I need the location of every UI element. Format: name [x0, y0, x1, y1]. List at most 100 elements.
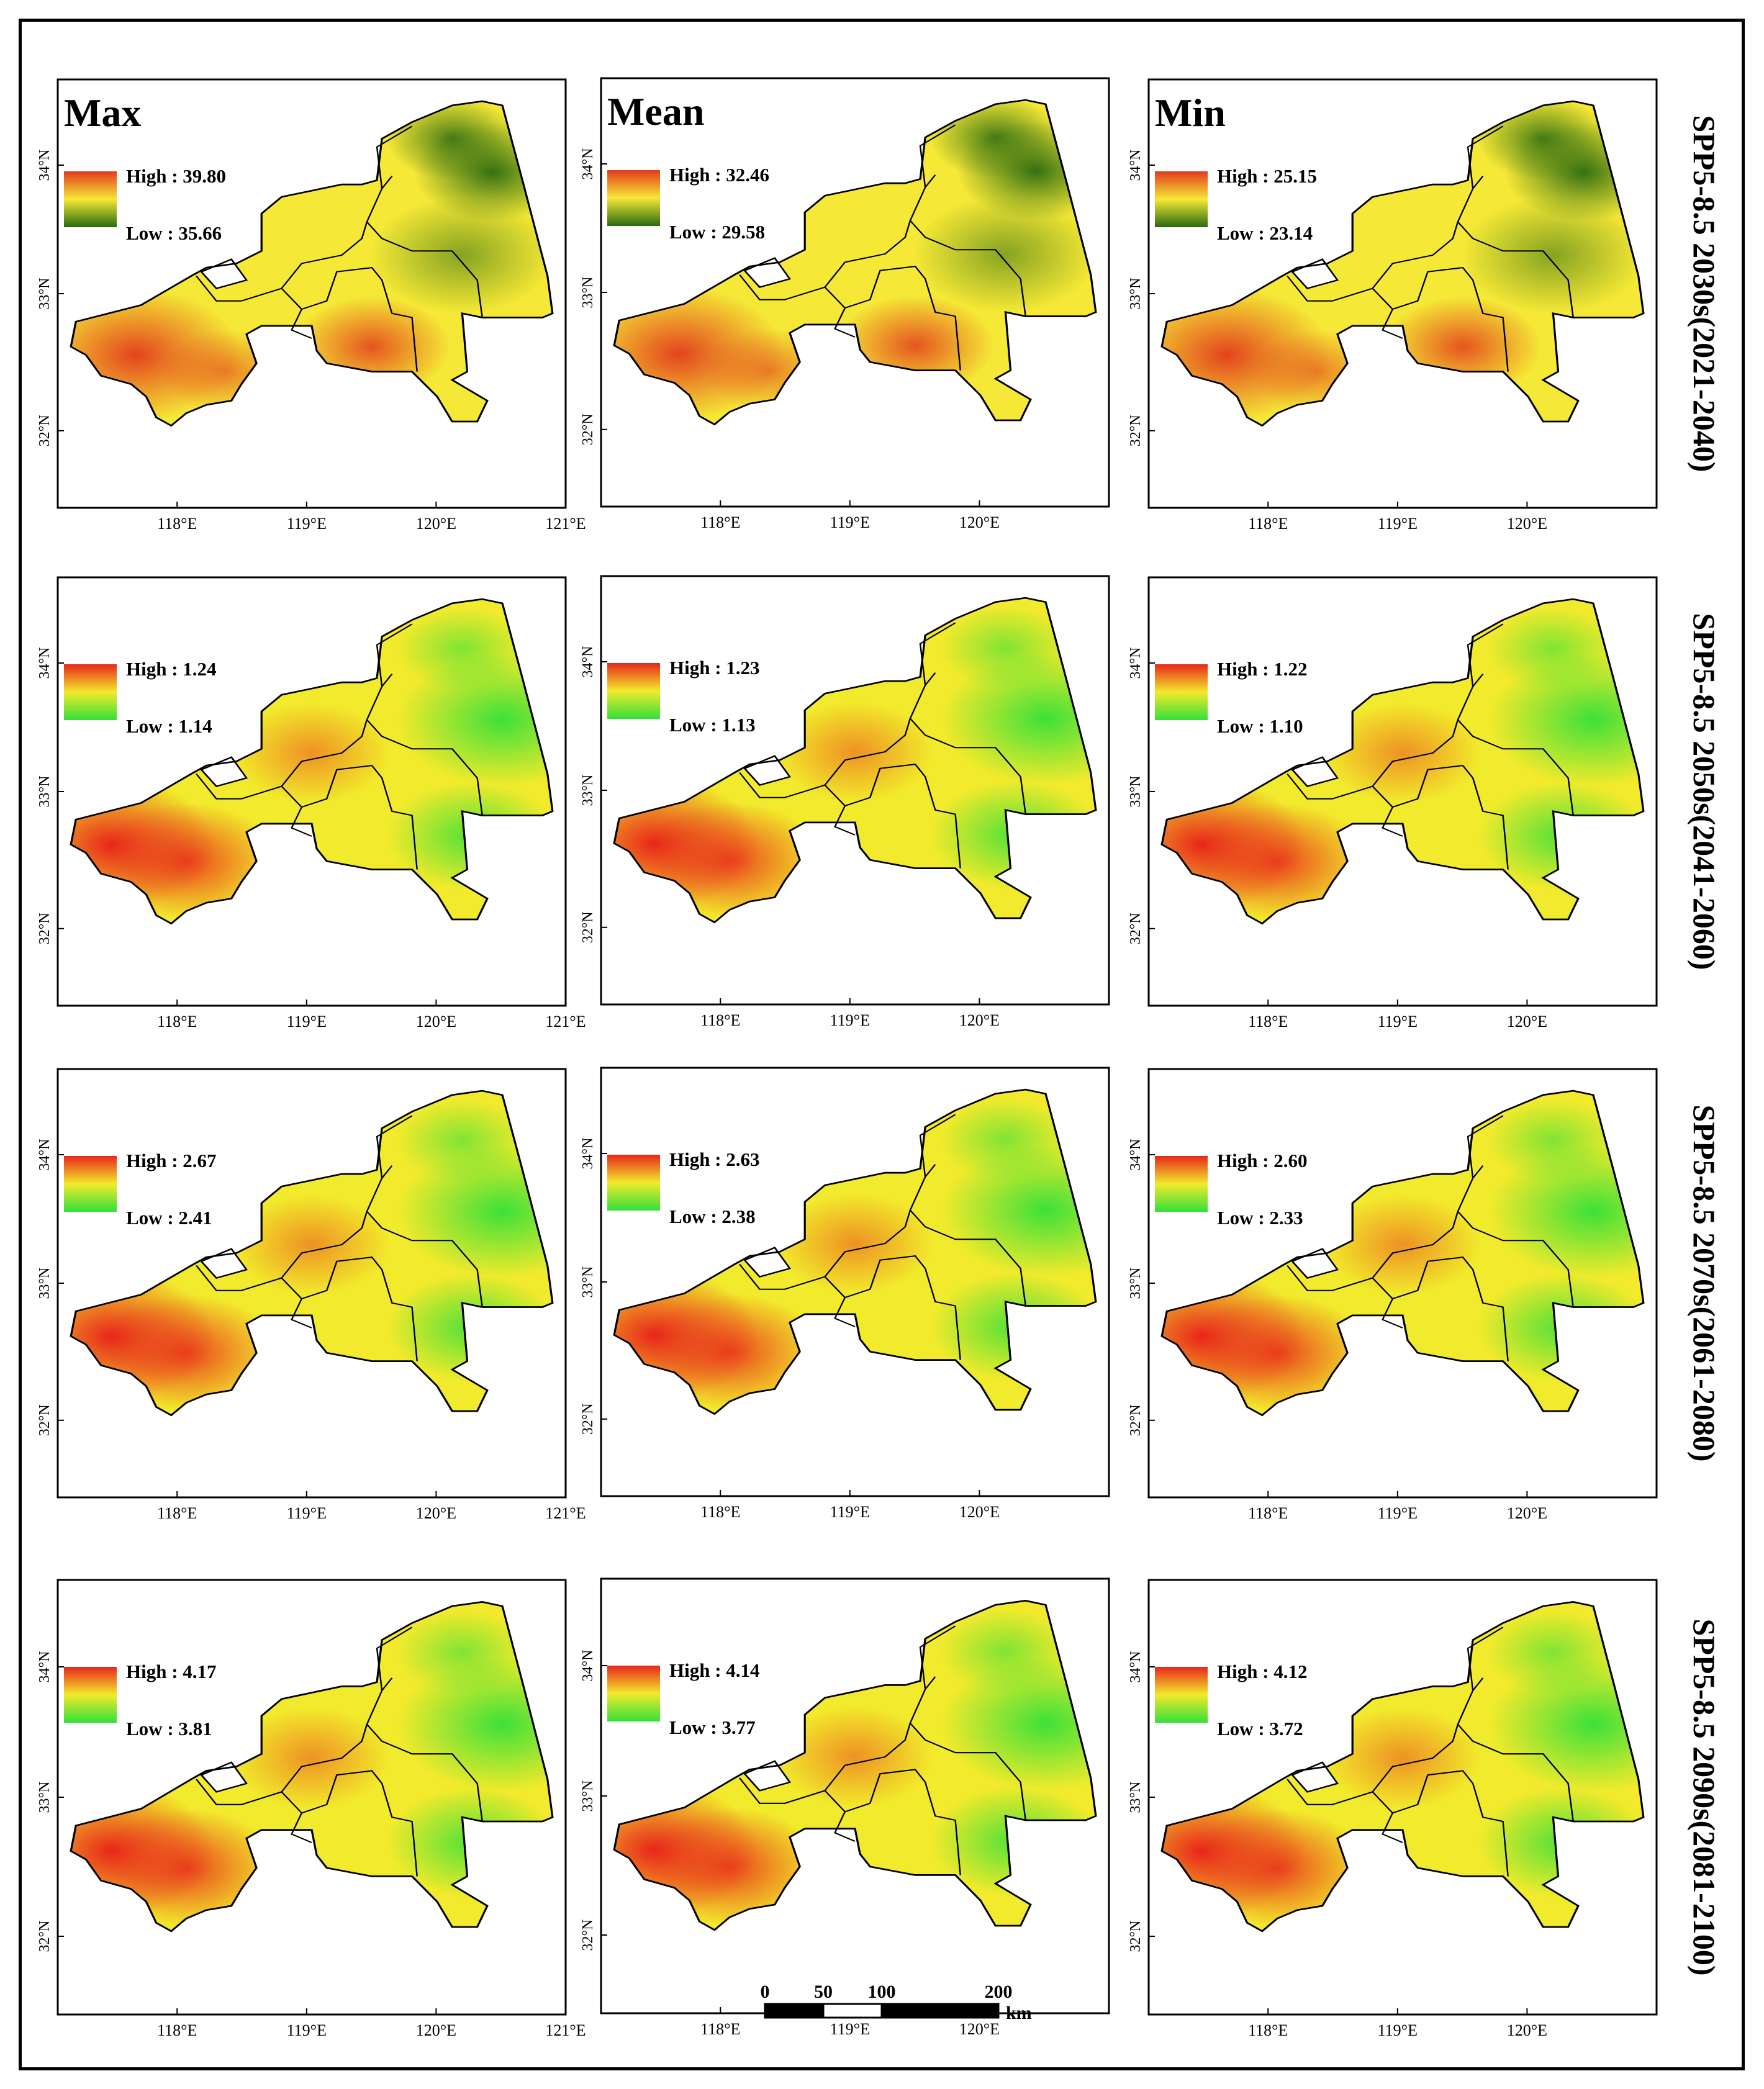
heat-zone [1488, 1099, 1619, 1183]
region-outline [1160, 1090, 1645, 1417]
scale-unit: km [1006, 2003, 1032, 2023]
lat-tick-label: 33°N [37, 278, 53, 310]
region-outline [613, 1600, 1097, 1931]
heat-zone [233, 703, 391, 803]
lake-notch [200, 258, 248, 289]
lon-tick-label: 118°E [157, 2021, 197, 2039]
county-boundary [1392, 1770, 1509, 1877]
row-label: SPP5-8.5 2090s(2081-2100) [1687, 1619, 1722, 1976]
map-panel-r1-max: Max High : 39.80 Low : 35.66 34°N 33°N 32°N 11… [37, 78, 586, 533]
lat-tick-label: 32°N [580, 413, 596, 445]
lake-notch [743, 1247, 792, 1278]
lake-notch [200, 1761, 248, 1793]
study-area-map [70, 598, 554, 925]
map-panel-r2-min: High : 1.22 Low : 1.10 34°N 33°N 32°N 118°E 11… [1128, 576, 1658, 1031]
legend-color-ramp [607, 170, 660, 226]
lon-tick-label: 121°E [545, 1013, 586, 1031]
lon-tick-label: 121°E [545, 1504, 586, 1522]
legend-low: Low : 29.58 [669, 221, 765, 243]
lake-notch [743, 257, 792, 288]
county-boundary [196, 1265, 312, 1329]
lat-tick-label: 34°N [1128, 150, 1144, 181]
heat-zone [233, 1707, 391, 1809]
heat-zone [1462, 197, 1644, 314]
lon-tick-label: 118°E [700, 1503, 740, 1521]
lat-tick-label: 33°N [37, 776, 53, 808]
row-label: SPP5-8.5 2070s(2061-2080) [1687, 1105, 1722, 1462]
lon-tick-label: 120°E [1507, 515, 1547, 533]
heat-zone [397, 1099, 528, 1183]
lat-tick-label: 32°N [37, 415, 53, 446]
lon-tick-label: 120°E [1507, 2021, 1547, 2039]
county-boundary [1392, 765, 1509, 870]
map-panel-r3-mean: High : 2.63 Low : 2.38 34°N 33°N 32°N 118°E 11… [580, 1067, 1110, 1521]
county-boundary [376, 623, 413, 687]
lat-tick-label: 34°N [580, 1138, 596, 1170]
legend-color-ramp [1155, 171, 1208, 227]
county-boundary [1372, 1165, 1484, 1279]
column-title: Mean [607, 89, 704, 133]
legend-high: High : 39.80 [126, 165, 226, 187]
lat-tick-label: 33°N [1128, 278, 1144, 310]
legend-high: High : 4.12 [1217, 1661, 1308, 1682]
study-area-map [613, 597, 1097, 924]
heat-zone [776, 1193, 934, 1294]
heat-zone [397, 1610, 528, 1695]
lat-tick-label: 32°N [1128, 415, 1144, 446]
region-outline [613, 1088, 1097, 1415]
lat-tick-label: 32°N [37, 1404, 53, 1436]
scale-tick-label: 0 [761, 1982, 770, 2002]
lon-tick-label: 118°E [1248, 1013, 1288, 1031]
county-boundary [1467, 1627, 1504, 1691]
lon-tick-label: 119°E [287, 1504, 327, 1522]
county-boundary [1457, 1211, 1574, 1307]
map-panel-r1-min: Min High : 25.15 Low : 23.14 34°N 33°N 32°N 11… [1128, 78, 1658, 533]
legend-color-ramp [1155, 664, 1208, 720]
legend-high: High : 4.14 [669, 1659, 760, 1681]
lon-tick-label: 121°E [545, 2021, 586, 2039]
lat-tick-label: 33°N [37, 1782, 53, 1813]
map-panel-r4-max: High : 4.17 Low : 3.81 34°N 33°N 32°N 118°E 11… [37, 1579, 586, 2039]
county-boundary [909, 1209, 1026, 1306]
heat-zone [940, 1098, 1071, 1181]
heat-zone [776, 702, 934, 802]
lon-tick-label: 120°E [416, 1013, 456, 1031]
lat-tick-label: 34°N [37, 1651, 53, 1683]
region-outline [613, 99, 1097, 426]
legend-color-ramp [607, 1666, 660, 1721]
legend-low: Low : 2.38 [669, 1206, 756, 1227]
lon-tick-label: 120°E [1507, 1013, 1547, 1031]
lake-notch [1291, 1761, 1339, 1793]
map-panel-r2-max: High : 1.24 Low : 1.14 34°N 33°N 32°N 118°E 11… [37, 576, 586, 1031]
county-boundary [909, 1722, 1026, 1821]
legend-low: Low : 2.33 [1217, 1207, 1303, 1229]
legend-color-ramp [607, 1155, 660, 1211]
lon-tick-label: 118°E [157, 1013, 197, 1031]
county-boundary [919, 622, 956, 685]
lat-tick-label: 33°N [580, 775, 596, 806]
legend-high: High : 1.23 [669, 657, 760, 679]
legend-low: Low : 23.14 [1217, 222, 1313, 244]
legend-high: High : 2.63 [669, 1148, 760, 1170]
lon-tick-label: 118°E [700, 1011, 740, 1029]
heat-zone [371, 197, 553, 314]
heat-zone [1488, 1610, 1619, 1695]
county-boundary [919, 1625, 956, 1690]
county-boundary [824, 1164, 936, 1278]
legend-color-ramp [1155, 1667, 1208, 1723]
lon-tick-label: 118°E [1248, 2021, 1288, 2039]
county-boundary [919, 1114, 956, 1177]
lon-tick-label: 119°E [1378, 1013, 1418, 1031]
lat-tick-label: 34°N [37, 1139, 53, 1171]
legend-low: Low : 3.81 [126, 1718, 212, 1739]
lon-tick-label: 118°E [157, 1504, 197, 1522]
county-boundary [739, 1263, 856, 1327]
lat-tick-label: 34°N [37, 647, 53, 679]
heat-zone [397, 607, 528, 691]
legend-low: Low : 1.13 [669, 714, 756, 736]
heat-zone [1324, 703, 1481, 803]
legend-color-ramp [64, 664, 117, 720]
legend-low: Low : 1.10 [1217, 715, 1303, 737]
